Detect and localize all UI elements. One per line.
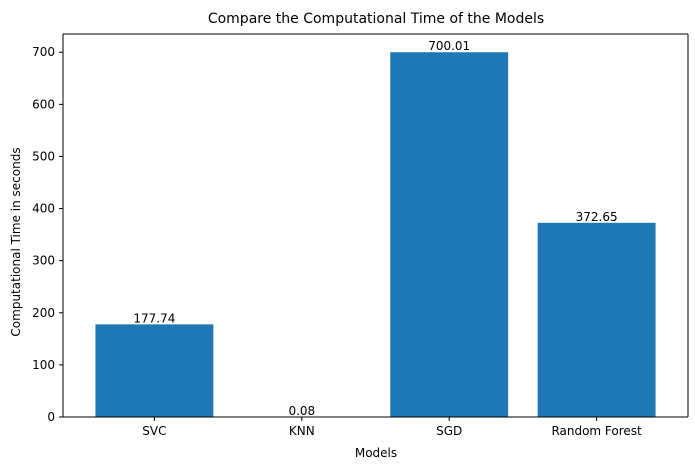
bar-svc bbox=[95, 324, 213, 417]
data-label-svc: 177.74 bbox=[133, 311, 175, 325]
y-tick-label: 300 bbox=[32, 254, 55, 268]
bar-sgd bbox=[390, 52, 508, 417]
bar-random-forest bbox=[538, 223, 656, 417]
chart-title: Compare the Computational Time of the Mo… bbox=[208, 11, 544, 27]
data-label-random-forest: 372.65 bbox=[576, 210, 618, 224]
x-axis-label: Models bbox=[355, 446, 397, 460]
x-tick-label: SVC bbox=[142, 424, 166, 438]
y-tick-label: 200 bbox=[32, 306, 55, 320]
y-tick-label: 100 bbox=[32, 358, 55, 372]
data-label-knn: 0.08 bbox=[288, 404, 315, 418]
y-tick-label: 700 bbox=[32, 45, 55, 59]
y-tick-label: 0 bbox=[47, 410, 55, 424]
plot-area: 177.74 0.08 700.01 372.65 bbox=[63, 34, 688, 418]
x-tick-label: SGD bbox=[436, 424, 462, 438]
y-tick-label: 500 bbox=[32, 149, 55, 163]
y-axis-label: Computational Time in seconds bbox=[9, 147, 23, 336]
x-tick-label: KNN bbox=[289, 424, 315, 438]
y-tick-label: 600 bbox=[32, 97, 55, 111]
x-axis: SVC KNN SGD Random Forest bbox=[142, 417, 642, 438]
y-tick-label: 400 bbox=[32, 202, 55, 216]
y-axis: 0 100 200 300 400 500 600 700 bbox=[32, 45, 63, 424]
data-label-sgd: 700.01 bbox=[428, 39, 470, 53]
x-tick-label: Random Forest bbox=[551, 424, 642, 438]
